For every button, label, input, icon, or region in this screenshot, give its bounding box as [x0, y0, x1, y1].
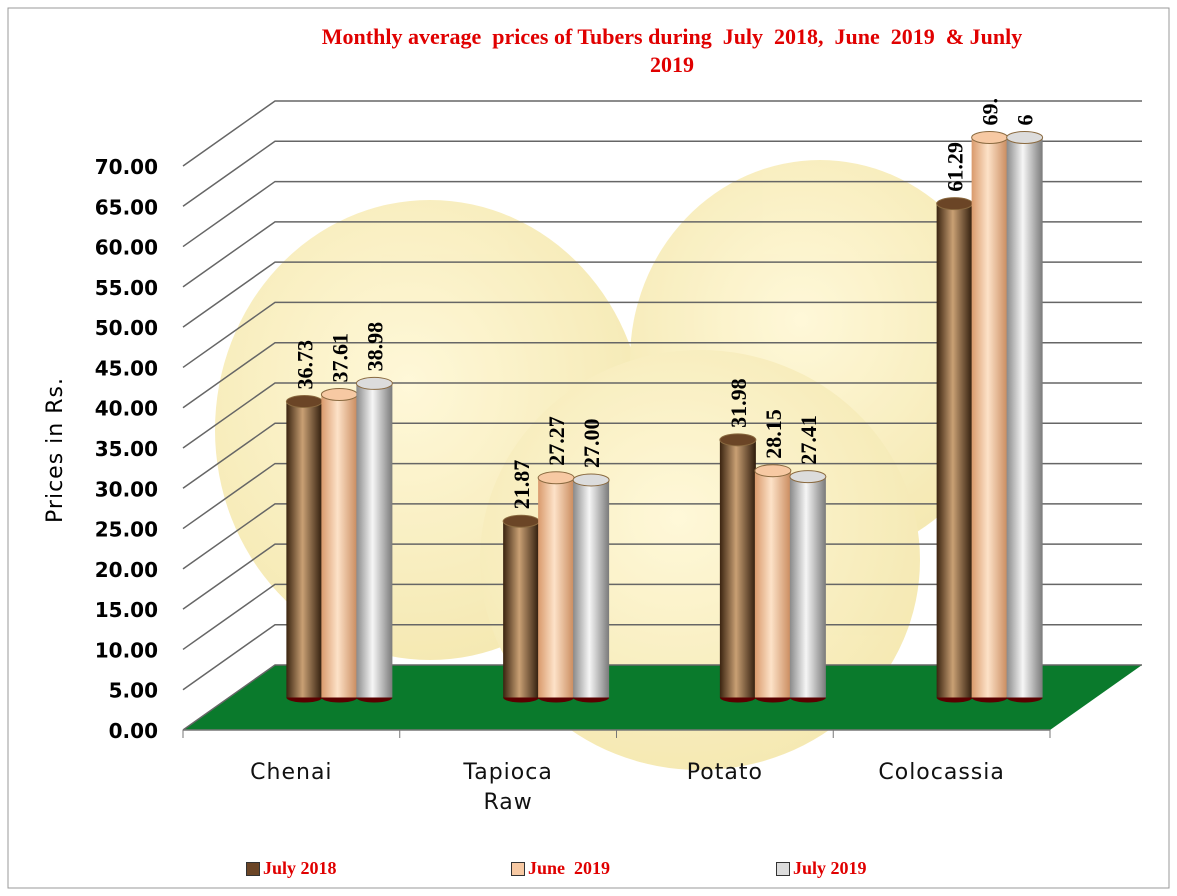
bar	[356, 383, 393, 698]
bar	[936, 203, 973, 698]
legend-label: July 2019	[793, 858, 867, 878]
y-tick-label: 30.00	[95, 477, 158, 501]
grid-line	[182, 221, 1142, 288]
grid-line	[182, 261, 1142, 328]
grid-line	[182, 422, 1142, 489]
bar	[573, 479, 610, 698]
y-axis-label: Prices in Rs.	[43, 377, 68, 523]
y-tick-label: 60.00	[95, 236, 158, 260]
grid-line	[182, 301, 1142, 369]
legend-label: June 2019	[528, 858, 611, 878]
value-label: 21.87	[509, 460, 534, 510]
y-tick-label: 10.00	[95, 638, 158, 662]
y-tick-label: 15.00	[95, 598, 158, 622]
value-label: 69.	[978, 98, 1003, 126]
grid-line	[182, 583, 1142, 651]
grid-line	[182, 462, 1142, 530]
grid-line	[182, 503, 1142, 570]
grid-line	[182, 341, 1142, 409]
x-tick-label: Tapioca Raw	[463, 760, 553, 815]
bar-cap	[1006, 131, 1044, 145]
bar	[1006, 137, 1043, 698]
value-label: 61.29	[943, 142, 968, 192]
grid-line	[182, 382, 1142, 449]
x-tick-label: Colocassia	[878, 760, 1005, 785]
y-tick-label: 0.00	[109, 719, 158, 743]
legend-entry: June 2019	[511, 858, 610, 879]
legend-entry: July 2018	[246, 858, 337, 879]
bar-cap	[320, 387, 358, 401]
value-label: 27.41	[796, 415, 821, 465]
value-label: 36.73	[292, 340, 317, 390]
y-tick-label: 65.00	[95, 195, 158, 219]
bar-cap	[572, 473, 610, 487]
value-label: 27.27	[544, 416, 569, 466]
grid-line	[182, 100, 1142, 167]
y-tick-label: 40.00	[95, 397, 158, 421]
bar-cap	[502, 514, 540, 528]
y-tick-label: 70.00	[95, 155, 158, 179]
legend-swatch	[246, 861, 260, 876]
frame	[7, 7, 1170, 889]
grid-line	[182, 180, 1142, 248]
bar	[719, 439, 756, 698]
grid-line	[182, 543, 1142, 610]
x-tick-label: Potato	[686, 760, 763, 785]
bar	[503, 521, 540, 698]
y-tick-label: 45.00	[95, 356, 158, 380]
legend-swatch	[511, 861, 525, 876]
bar-cap	[936, 197, 974, 211]
y-tick-label: 25.00	[95, 518, 158, 542]
bar-cap	[537, 471, 575, 485]
y-tick-label: 5.00	[109, 679, 158, 703]
grid-line	[182, 140, 1142, 207]
y-tick-label: 55.00	[95, 276, 158, 300]
legend-label: July 2018	[263, 858, 337, 878]
bar	[321, 394, 358, 698]
bar-cap	[789, 470, 827, 484]
bar-cap	[355, 376, 393, 390]
bar-cap	[971, 131, 1009, 145]
value-label: 37.61	[327, 333, 352, 383]
bar-cap	[754, 464, 792, 478]
y-tick-label: 20.00	[95, 558, 158, 582]
bar-cap	[285, 395, 323, 409]
grid-line	[182, 623, 1142, 691]
floor	[183, 665, 1142, 730]
x-tick-label: Chenai	[250, 760, 333, 785]
value-label: 31.98	[726, 378, 751, 428]
bar	[538, 477, 575, 698]
bar	[789, 476, 826, 698]
bar-cap	[719, 433, 757, 447]
legend-entry: July 2019	[776, 858, 867, 879]
chart-title: Monthly average prices of Tubers during …	[322, 24, 1022, 77]
value-label: 28.15	[761, 409, 786, 459]
bar	[286, 401, 323, 698]
bar	[754, 470, 791, 698]
grid-line	[182, 664, 1142, 731]
legend-swatch	[776, 861, 790, 876]
value-label: 38.98	[362, 322, 387, 372]
y-tick-label: 50.00	[95, 316, 158, 340]
y-tick-label: 35.00	[95, 437, 158, 461]
bar	[971, 137, 1008, 698]
value-label: 27.00	[579, 418, 604, 468]
value-label: 6	[1013, 115, 1038, 126]
